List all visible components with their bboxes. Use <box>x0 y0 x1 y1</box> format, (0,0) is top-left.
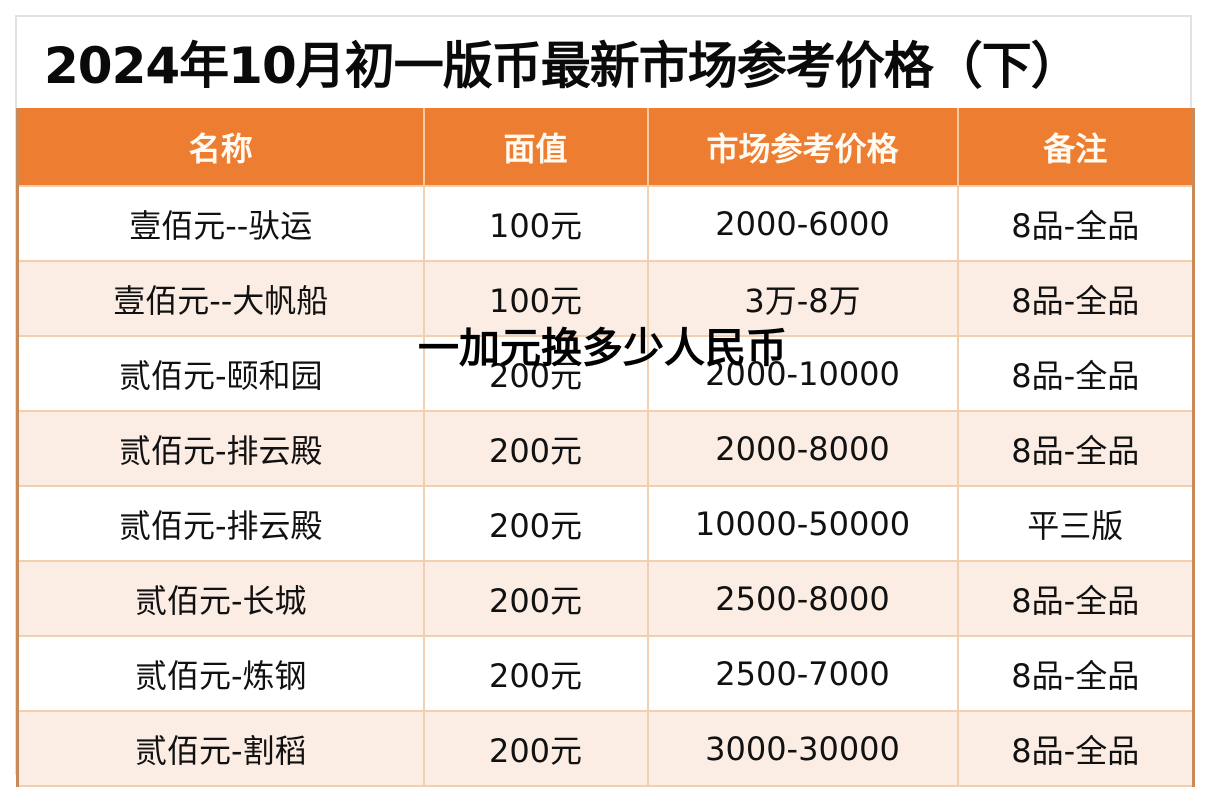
table-row: 贰佰元-割稻 200元 3000-30000 8品-全品 <box>16 710 1195 787</box>
cell-face-value: 200元 <box>422 560 649 637</box>
column-header-market-price: 市场参考价格 <box>646 108 959 186</box>
cell-face-value: 100元 <box>422 260 649 337</box>
table-row: 壹佰元--大帆船 100元 3万-8万 8品-全品 <box>16 260 1195 337</box>
table-header-row: 名称 面值 市场参考价格 备注 <box>16 108 1195 186</box>
table-row: 壹佰元--驮运 100元 2000-6000 8品-全品 <box>16 185 1195 262</box>
cell-note: 8品-全品 <box>956 560 1195 637</box>
cell-note: 8品-全品 <box>956 185 1195 262</box>
cell-note: 8品-全品 <box>956 335 1195 412</box>
cell-name: 贰佰元-颐和园 <box>16 335 425 412</box>
page-title: 2024年10月初一版币最新市场参考价格（下） <box>44 37 1081 95</box>
column-header-face-value: 面值 <box>422 108 649 186</box>
column-header-name: 名称 <box>16 108 425 186</box>
cell-face-value: 200元 <box>422 710 649 787</box>
cell-name: 贰佰元-长城 <box>16 560 425 637</box>
cell-name: 壹佰元--驮运 <box>16 185 425 262</box>
cell-note: 8品-全品 <box>956 710 1195 787</box>
cell-price: 2000-8000 <box>646 410 959 487</box>
cell-face-value: 100元 <box>422 185 649 262</box>
cell-note: 8品-全品 <box>956 260 1195 337</box>
cell-name: 贰佰元-割稻 <box>16 710 425 787</box>
cell-note: 8品-全品 <box>956 410 1195 487</box>
cell-price: 2500-7000 <box>646 635 959 712</box>
table-row: 贰佰元-长城 200元 2500-8000 8品-全品 <box>16 560 1195 637</box>
cell-face-value: 200元 <box>422 410 649 487</box>
cell-price: 2000-6000 <box>646 185 959 262</box>
cell-face-value: 200元 <box>422 635 649 712</box>
cell-price: 3000-30000 <box>646 710 959 787</box>
table-row: 贰佰元-颐和园 200元 2000-10000 8品-全品 <box>16 335 1195 412</box>
cell-name: 贰佰元-排云殿 <box>16 485 425 562</box>
cell-name: 贰佰元-炼钢 <box>16 635 425 712</box>
cell-price: 3万-8万 <box>646 260 959 337</box>
cell-name: 贰佰元-排云殿 <box>16 410 425 487</box>
cell-name: 壹佰元--大帆船 <box>16 260 425 337</box>
table-row: 贰佰元-炼钢 200元 2500-7000 8品-全品 <box>16 635 1195 712</box>
column-header-note: 备注 <box>956 108 1195 186</box>
price-table: 名称 面值 市场参考价格 备注 壹佰元--驮运 100元 2000-6000 8… <box>16 108 1195 787</box>
table-row: 贰佰元-排云殿 200元 10000-50000 平三版 <box>16 485 1195 562</box>
cell-face-value: 200元 <box>422 485 649 562</box>
cell-price: 2000-10000 <box>646 335 959 412</box>
cell-price: 10000-50000 <box>646 485 959 562</box>
cell-face-value: 200元 <box>422 335 649 412</box>
table-row: 贰佰元-排云殿 200元 2000-8000 8品-全品 <box>16 410 1195 487</box>
cell-note: 平三版 <box>956 485 1195 562</box>
cell-note: 8品-全品 <box>956 635 1195 712</box>
cell-price: 2500-8000 <box>646 560 959 637</box>
